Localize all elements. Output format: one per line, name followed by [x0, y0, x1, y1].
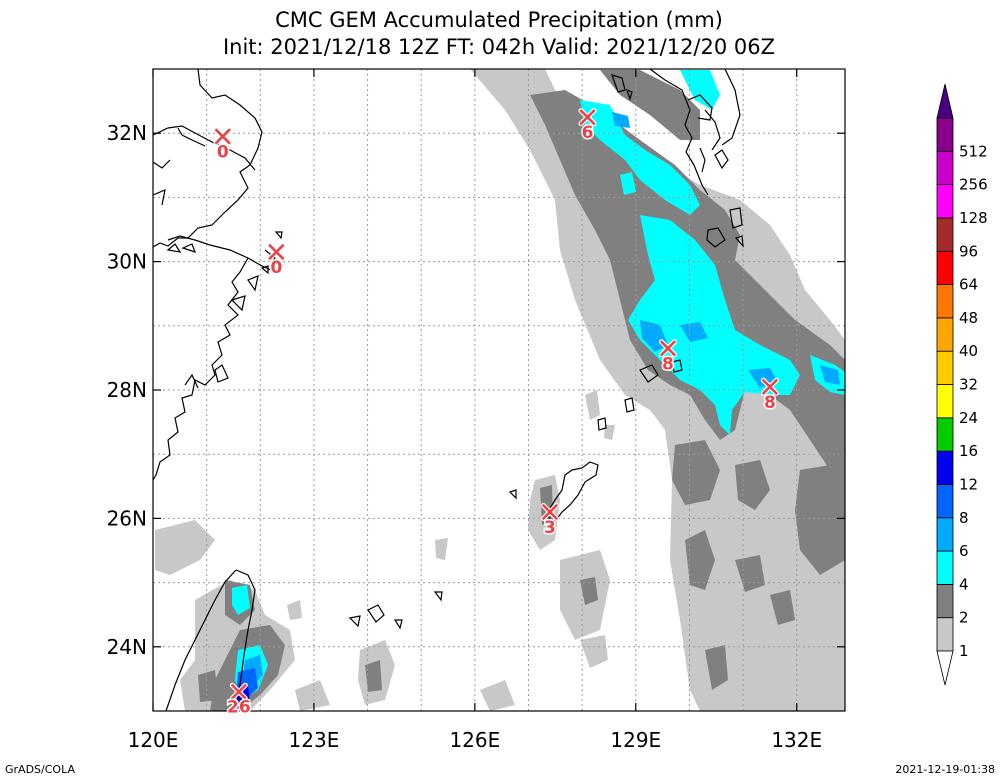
colorbar-swatch: [936, 250, 954, 285]
lat-tick-label: 26N: [107, 506, 147, 530]
station-value: 0: [270, 258, 282, 278]
station-marker: 0: [213, 127, 232, 164]
station-marker: 3: [540, 502, 559, 539]
colorbar-swatch: [936, 317, 954, 352]
colorbar-label: 48: [959, 309, 978, 327]
station-cross-icon: [231, 683, 247, 700]
colorbar-label: 24: [959, 409, 978, 427]
colorbar-label: 96: [959, 242, 978, 260]
station-cross-icon: [579, 109, 596, 125]
footer-credit: GrADS/COLA: [5, 763, 75, 776]
lon-tick-label: 120E: [128, 728, 179, 752]
colorbar-swatch: [936, 617, 954, 652]
colorbar-label: 256: [959, 176, 988, 194]
colorbar-swatch: [936, 117, 954, 152]
colorbar-swatch: [936, 184, 954, 219]
colorbar-swatch: [936, 550, 954, 585]
axis-ticks: [152, 69, 845, 711]
lon-tick-label: 126E: [449, 728, 500, 752]
colorbar-swatch: [936, 484, 954, 519]
station-marker: 6: [578, 108, 597, 145]
colorbar-label: 16: [959, 442, 978, 460]
colorbar-swatch: [936, 417, 954, 452]
colorbar-label: 40: [959, 342, 978, 360]
station-cross-icon: [542, 504, 558, 520]
station-markers: 0 0 6 8 8 3 26: [213, 108, 779, 719]
station-value: 6: [582, 123, 594, 143]
colorbar-over-arrow: [936, 83, 954, 119]
colorbar-label: 1: [959, 642, 969, 660]
lon-tick-label: 129E: [610, 728, 661, 752]
colorbar-label: 12: [959, 475, 978, 493]
colorbar-label: 2: [959, 609, 969, 627]
station-value: 26: [227, 698, 251, 718]
colorbar-label: 64: [959, 276, 978, 294]
axis-labels: 120E 123E 126E 129E 132E 24N 26N 28N 30N 32N: [107, 121, 823, 752]
station-cross-icon: [762, 378, 778, 395]
colorbar-under-arrow: [936, 650, 954, 686]
colorbar-swatch: [936, 150, 954, 186]
colorbar-swatch: [936, 583, 954, 619]
map-title: CMC GEM Accumulated Precipitation (mm): [275, 8, 723, 32]
station-cross-icon: [268, 244, 285, 260]
colorbar-label: 512: [959, 142, 988, 160]
lat-tick-label: 32N: [107, 121, 147, 145]
colorbar-label: 6: [959, 542, 969, 560]
colorbar-swatch: [936, 450, 954, 485]
station-cross-icon: [214, 128, 231, 145]
colorbar-swatch: [936, 517, 954, 552]
precip-field-16mm: [238, 700, 246, 708]
colorbar-label: 32: [959, 376, 978, 394]
lon-tick-label: 132E: [771, 728, 822, 752]
lat-tick-label: 28N: [107, 378, 147, 402]
coastlines: [153, 69, 744, 711]
station-value: 8: [662, 354, 674, 374]
colorbar-label: 8: [959, 509, 969, 527]
station-value: 3: [544, 518, 556, 538]
lon-tick-label: 123E: [289, 728, 340, 752]
station-value: 8: [764, 393, 776, 413]
station-cross-icon: [660, 340, 676, 357]
lat-tick-label: 30N: [107, 250, 147, 274]
lat-tick-label: 24N: [107, 635, 147, 659]
plot-area: [153, 69, 845, 711]
colorbar-label: 128: [959, 209, 988, 227]
map-subtitle: Init: 2021/12/18 12Z FT: 042h Valid: 202…: [223, 35, 775, 59]
colorbar-label: 4: [959, 575, 969, 593]
station-marker: 8: [658, 339, 677, 376]
station-marker: 0: [267, 242, 286, 279]
colorbar-swatch: [936, 284, 954, 319]
footer-timestamp: 2021-12-19-01:38: [895, 763, 995, 776]
colorbar-swatch: [936, 384, 954, 419]
colorbar-swatch: [936, 217, 954, 252]
station-marker: 8: [760, 377, 779, 414]
map-grid: [153, 69, 845, 711]
colorbar-swatch: [936, 350, 954, 385]
station-marker: 26: [225, 682, 252, 719]
station-value: 0: [217, 142, 229, 162]
